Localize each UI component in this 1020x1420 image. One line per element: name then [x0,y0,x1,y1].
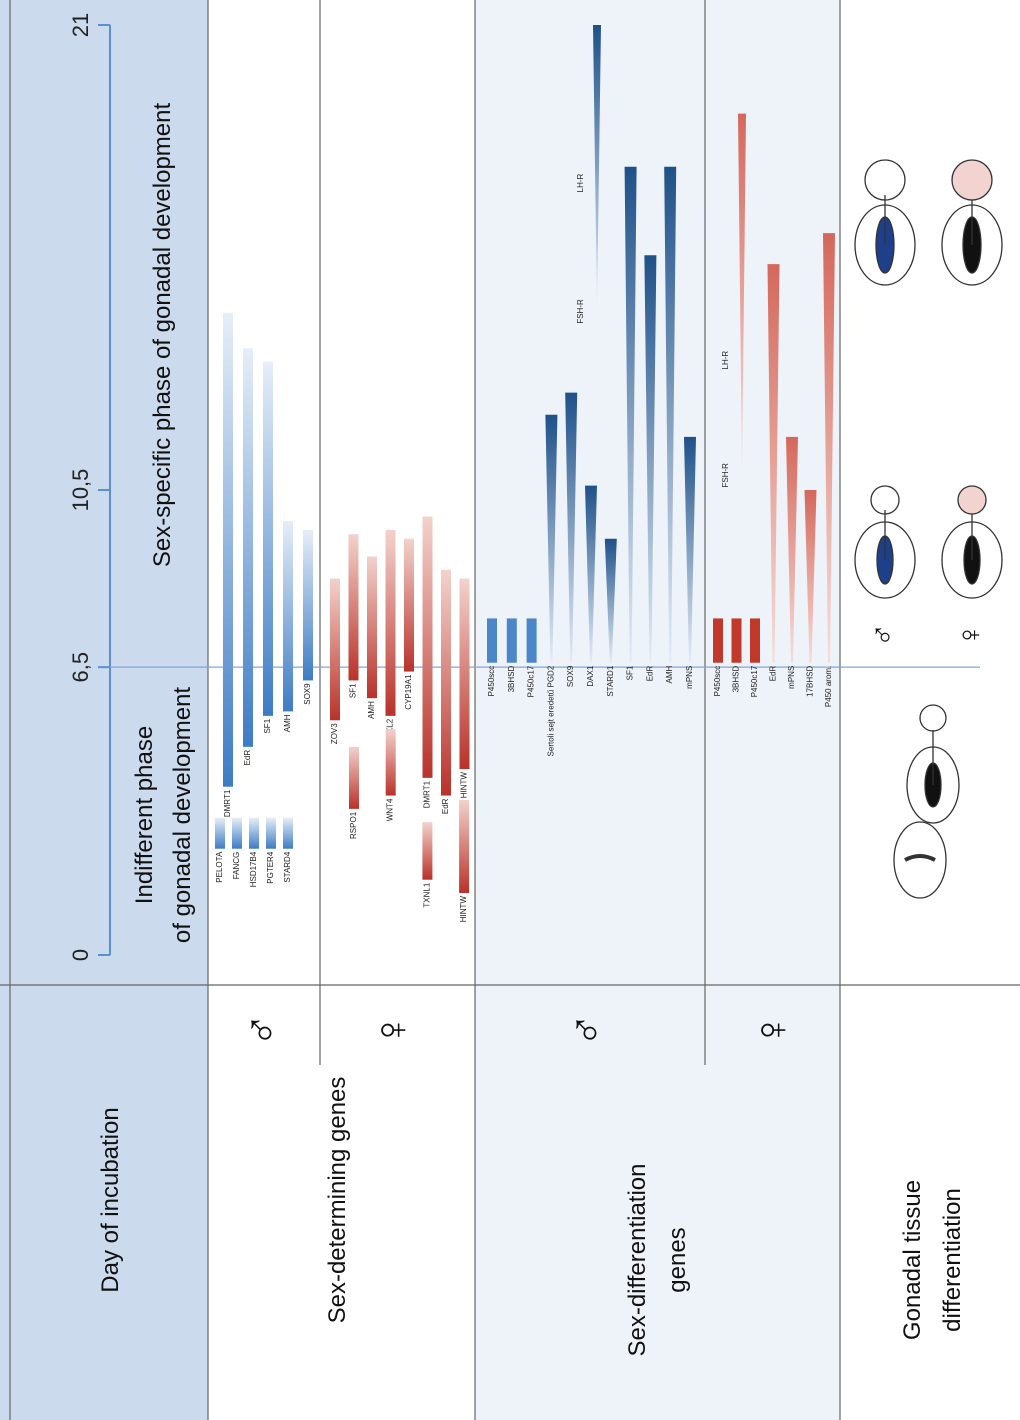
tick-label: 6,5 [68,652,93,683]
gene-label: STARD4 [283,851,292,883]
gene-bar [441,570,451,796]
gene-label: SOX9 [303,683,312,705]
female-symbol: ♀ [745,1013,797,1048]
female-symbol: ♀ [365,1013,417,1048]
gene-bar [460,579,470,769]
gene-label: AMH [283,714,292,732]
gene-label: 3BHSD [507,666,516,693]
male-symbol: ♂ [560,1013,612,1048]
gene-bar [386,530,396,716]
male-symbol: ♂ [864,623,900,647]
gene-label: mPNS [787,666,796,689]
gene-bar [386,729,396,795]
gene-label: HINTW [460,772,469,799]
gene-bar [232,818,242,849]
phase-label: Indifferent phase [131,726,158,904]
axis-title: Day of incubation [97,1107,124,1292]
gene-label: SF1 [263,718,272,733]
row-label: Sex-determining genes [324,1077,351,1324]
gene-label: SOX9 [566,665,575,687]
row-label: Sex-differentiation [624,1163,651,1356]
gene-bar [349,534,359,680]
gene-label: TXNL1 [422,882,431,907]
gene-label: 17BHSD [806,665,815,696]
gene-label: SF1 [626,665,635,680]
phase-label: Sex-specific phase of gonadal developmen… [149,103,176,568]
gene-label: PGTER4 [266,851,275,884]
gene-label: PELOTA [215,851,224,883]
gene-bar [330,579,340,721]
gene-label: P450c17 [527,665,536,697]
male-symbol: ♂ [235,1013,287,1048]
tick-label: 0 [68,949,93,961]
row-label: Gonadal tissue [899,1180,926,1340]
gene-label: LH-R [721,351,730,370]
female-symbol: ♀ [951,623,987,647]
gene-label: P450 arom. [824,666,833,707]
tick-label: 10,5 [68,469,93,512]
gene-label: CYP19A1 [404,674,413,710]
gene-label: AMH [367,701,376,719]
diff-band [475,0,840,1420]
gene-bar [732,618,742,662]
gene-label: FSH-R [576,299,585,324]
gene-label: FANCG [232,852,241,880]
gene-label: P450c17 [750,665,759,697]
gene-bar [487,618,497,662]
gene-label: RSPO1 [349,811,358,839]
gene-label: Sertoli sejt eredetű PGD2 [546,665,555,756]
gene-bar [507,618,517,662]
gene-bar [303,530,313,681]
gene-bar [263,362,273,716]
gene-label: 3BHSD [732,666,741,693]
gene-label: EdR [441,798,450,814]
gene-label: ZOV3 [330,723,339,744]
tick-label: 21 [68,13,93,37]
gene-label: AMH [665,665,674,683]
gene-bar [223,313,233,787]
gene-label: DAX1 [586,665,595,686]
gene-bar [367,556,377,698]
gene-label: FSH-R [721,463,730,488]
gene-bar [713,618,723,662]
gene-label: mPNS [685,666,694,689]
gene-bar [249,818,259,849]
figure: Day of incubation Sex-determining genes … [0,0,1020,1420]
gene-label: WNT4 [386,798,395,821]
gene-bar [349,747,359,809]
gene-label: HINTW [459,896,468,923]
gene-label: STARD1 [606,665,615,697]
gene-bar [283,521,293,711]
gene-bar [422,822,432,880]
gene-label: DMRT1 [423,780,432,808]
gene-label: EdR [769,665,778,681]
gene-bar [750,618,760,662]
gene-bar [459,800,469,893]
gene-bar [266,818,276,849]
gene-label: LH-R [576,173,585,192]
row-label: genes [664,1227,691,1292]
gene-bar [243,348,253,747]
row-label: differentiation [939,1188,966,1332]
phase-label: of gonadal development [169,687,196,944]
gene-bar [527,618,537,662]
gene-label: SF1 [349,683,358,698]
gene-label: DMRT1 [223,789,232,817]
gene-bar [423,517,433,778]
gene-label: EdR [243,750,252,766]
gene-bar [283,818,293,849]
gene-label: HSD17B4 [249,851,258,887]
gene-bar [215,818,225,849]
gene-label: P450scc [487,666,496,697]
gonad-drawings [855,160,1002,898]
gene-bar [404,539,414,672]
gene-label: P450scc [713,666,722,697]
gene-label: EdR [645,665,654,681]
